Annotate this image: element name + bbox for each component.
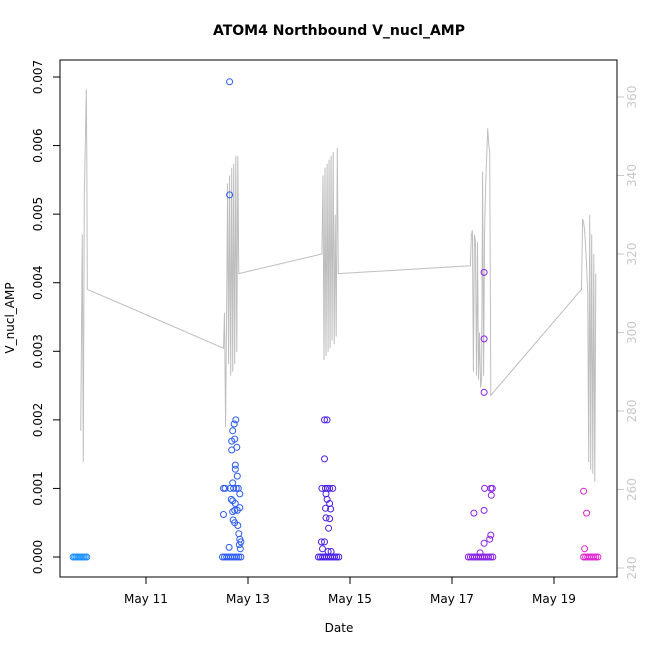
data-point bbox=[581, 545, 589, 553]
data-point bbox=[319, 545, 326, 553]
y-axis-label: V_nucl_AMP bbox=[3, 282, 17, 353]
data-point bbox=[480, 539, 488, 547]
data-point bbox=[230, 420, 238, 428]
data-point bbox=[480, 388, 488, 396]
data-point bbox=[321, 416, 328, 424]
data-point bbox=[488, 484, 496, 492]
data-point bbox=[476, 549, 484, 557]
data-point bbox=[480, 268, 488, 276]
data-point bbox=[233, 506, 241, 514]
y2-tick-label: 300 bbox=[625, 321, 639, 344]
data-point bbox=[220, 511, 227, 518]
data-point bbox=[235, 541, 243, 549]
data-point bbox=[237, 553, 245, 561]
x-tick-label: May 11 bbox=[124, 592, 168, 606]
data-point bbox=[323, 416, 331, 424]
y-tick-label: 0.002 bbox=[31, 403, 45, 437]
y-tick-label: 0.006 bbox=[31, 128, 45, 162]
data-point bbox=[221, 484, 229, 492]
data-point bbox=[227, 495, 235, 503]
data-point bbox=[480, 506, 488, 514]
data-point bbox=[232, 484, 240, 492]
data-point bbox=[233, 472, 241, 480]
data-point bbox=[486, 535, 494, 543]
data-point bbox=[317, 538, 325, 546]
data-point bbox=[327, 548, 335, 555]
data-point bbox=[335, 553, 343, 561]
data-point bbox=[470, 509, 478, 517]
y-tick-label: 0.000 bbox=[31, 540, 45, 574]
data-point bbox=[321, 538, 328, 546]
data-point bbox=[329, 484, 337, 492]
x-tick-label: May 13 bbox=[226, 592, 270, 606]
y2-tick-label: 320 bbox=[625, 243, 639, 266]
data-point bbox=[231, 461, 239, 469]
data-point bbox=[322, 504, 329, 512]
data-point bbox=[232, 416, 240, 424]
data-point bbox=[236, 545, 244, 553]
x-tick-label: May 15 bbox=[328, 592, 372, 606]
secondary-series-line bbox=[80, 89, 597, 482]
data-point bbox=[487, 491, 495, 499]
points-layer bbox=[69, 78, 602, 561]
data-point bbox=[231, 506, 239, 514]
gray-line-layer bbox=[80, 89, 597, 482]
x-tick-label: May 17 bbox=[430, 592, 474, 606]
y2-tick-label: 280 bbox=[625, 400, 639, 423]
data-point bbox=[487, 531, 495, 539]
data-point bbox=[325, 524, 333, 532]
data-point bbox=[485, 553, 493, 561]
data-point bbox=[235, 553, 243, 561]
data-point bbox=[233, 553, 241, 561]
data-point bbox=[321, 455, 328, 463]
data-point bbox=[480, 335, 488, 343]
data-point bbox=[230, 484, 238, 492]
data-point bbox=[594, 553, 602, 561]
data-point bbox=[331, 553, 339, 561]
data-point bbox=[229, 508, 237, 516]
y-tick-label: 0.004 bbox=[31, 266, 45, 300]
y2-tick-label: 340 bbox=[625, 164, 639, 187]
data-point bbox=[234, 522, 242, 529]
plot-frame bbox=[59, 59, 618, 578]
data-point bbox=[333, 553, 341, 561]
data-point bbox=[229, 427, 237, 435]
data-point bbox=[487, 553, 495, 561]
data-point bbox=[592, 553, 600, 561]
y-tick-label: 0.003 bbox=[31, 334, 45, 368]
x-tick-label: May 19 bbox=[532, 592, 576, 606]
y-tick-label: 0.005 bbox=[31, 197, 45, 231]
data-point bbox=[83, 553, 91, 561]
y-tick-label: 0.001 bbox=[31, 471, 45, 505]
y2-tick-label: 240 bbox=[625, 557, 639, 580]
data-point bbox=[489, 553, 497, 561]
data-point bbox=[326, 484, 334, 492]
data-point bbox=[327, 505, 335, 513]
data-point bbox=[583, 509, 591, 517]
data-point bbox=[226, 78, 234, 86]
data-point bbox=[231, 500, 239, 507]
x-axis-label: Date bbox=[325, 621, 354, 635]
data-point bbox=[226, 191, 234, 199]
data-point bbox=[236, 490, 244, 498]
y2-tick-label: 360 bbox=[625, 86, 639, 109]
data-point bbox=[225, 543, 233, 551]
data-point bbox=[231, 435, 239, 443]
data-point bbox=[580, 487, 588, 495]
data-point bbox=[324, 548, 332, 555]
data-point bbox=[590, 553, 598, 561]
data-point bbox=[322, 514, 330, 522]
data-point bbox=[233, 443, 241, 451]
data-point bbox=[231, 465, 239, 473]
y2-tick-label: 260 bbox=[625, 478, 639, 501]
chart-title: ATOM4 Northbound V_nucl_AMP bbox=[213, 23, 465, 39]
y-tick-label: 0.007 bbox=[31, 60, 45, 94]
data-point bbox=[326, 515, 334, 523]
